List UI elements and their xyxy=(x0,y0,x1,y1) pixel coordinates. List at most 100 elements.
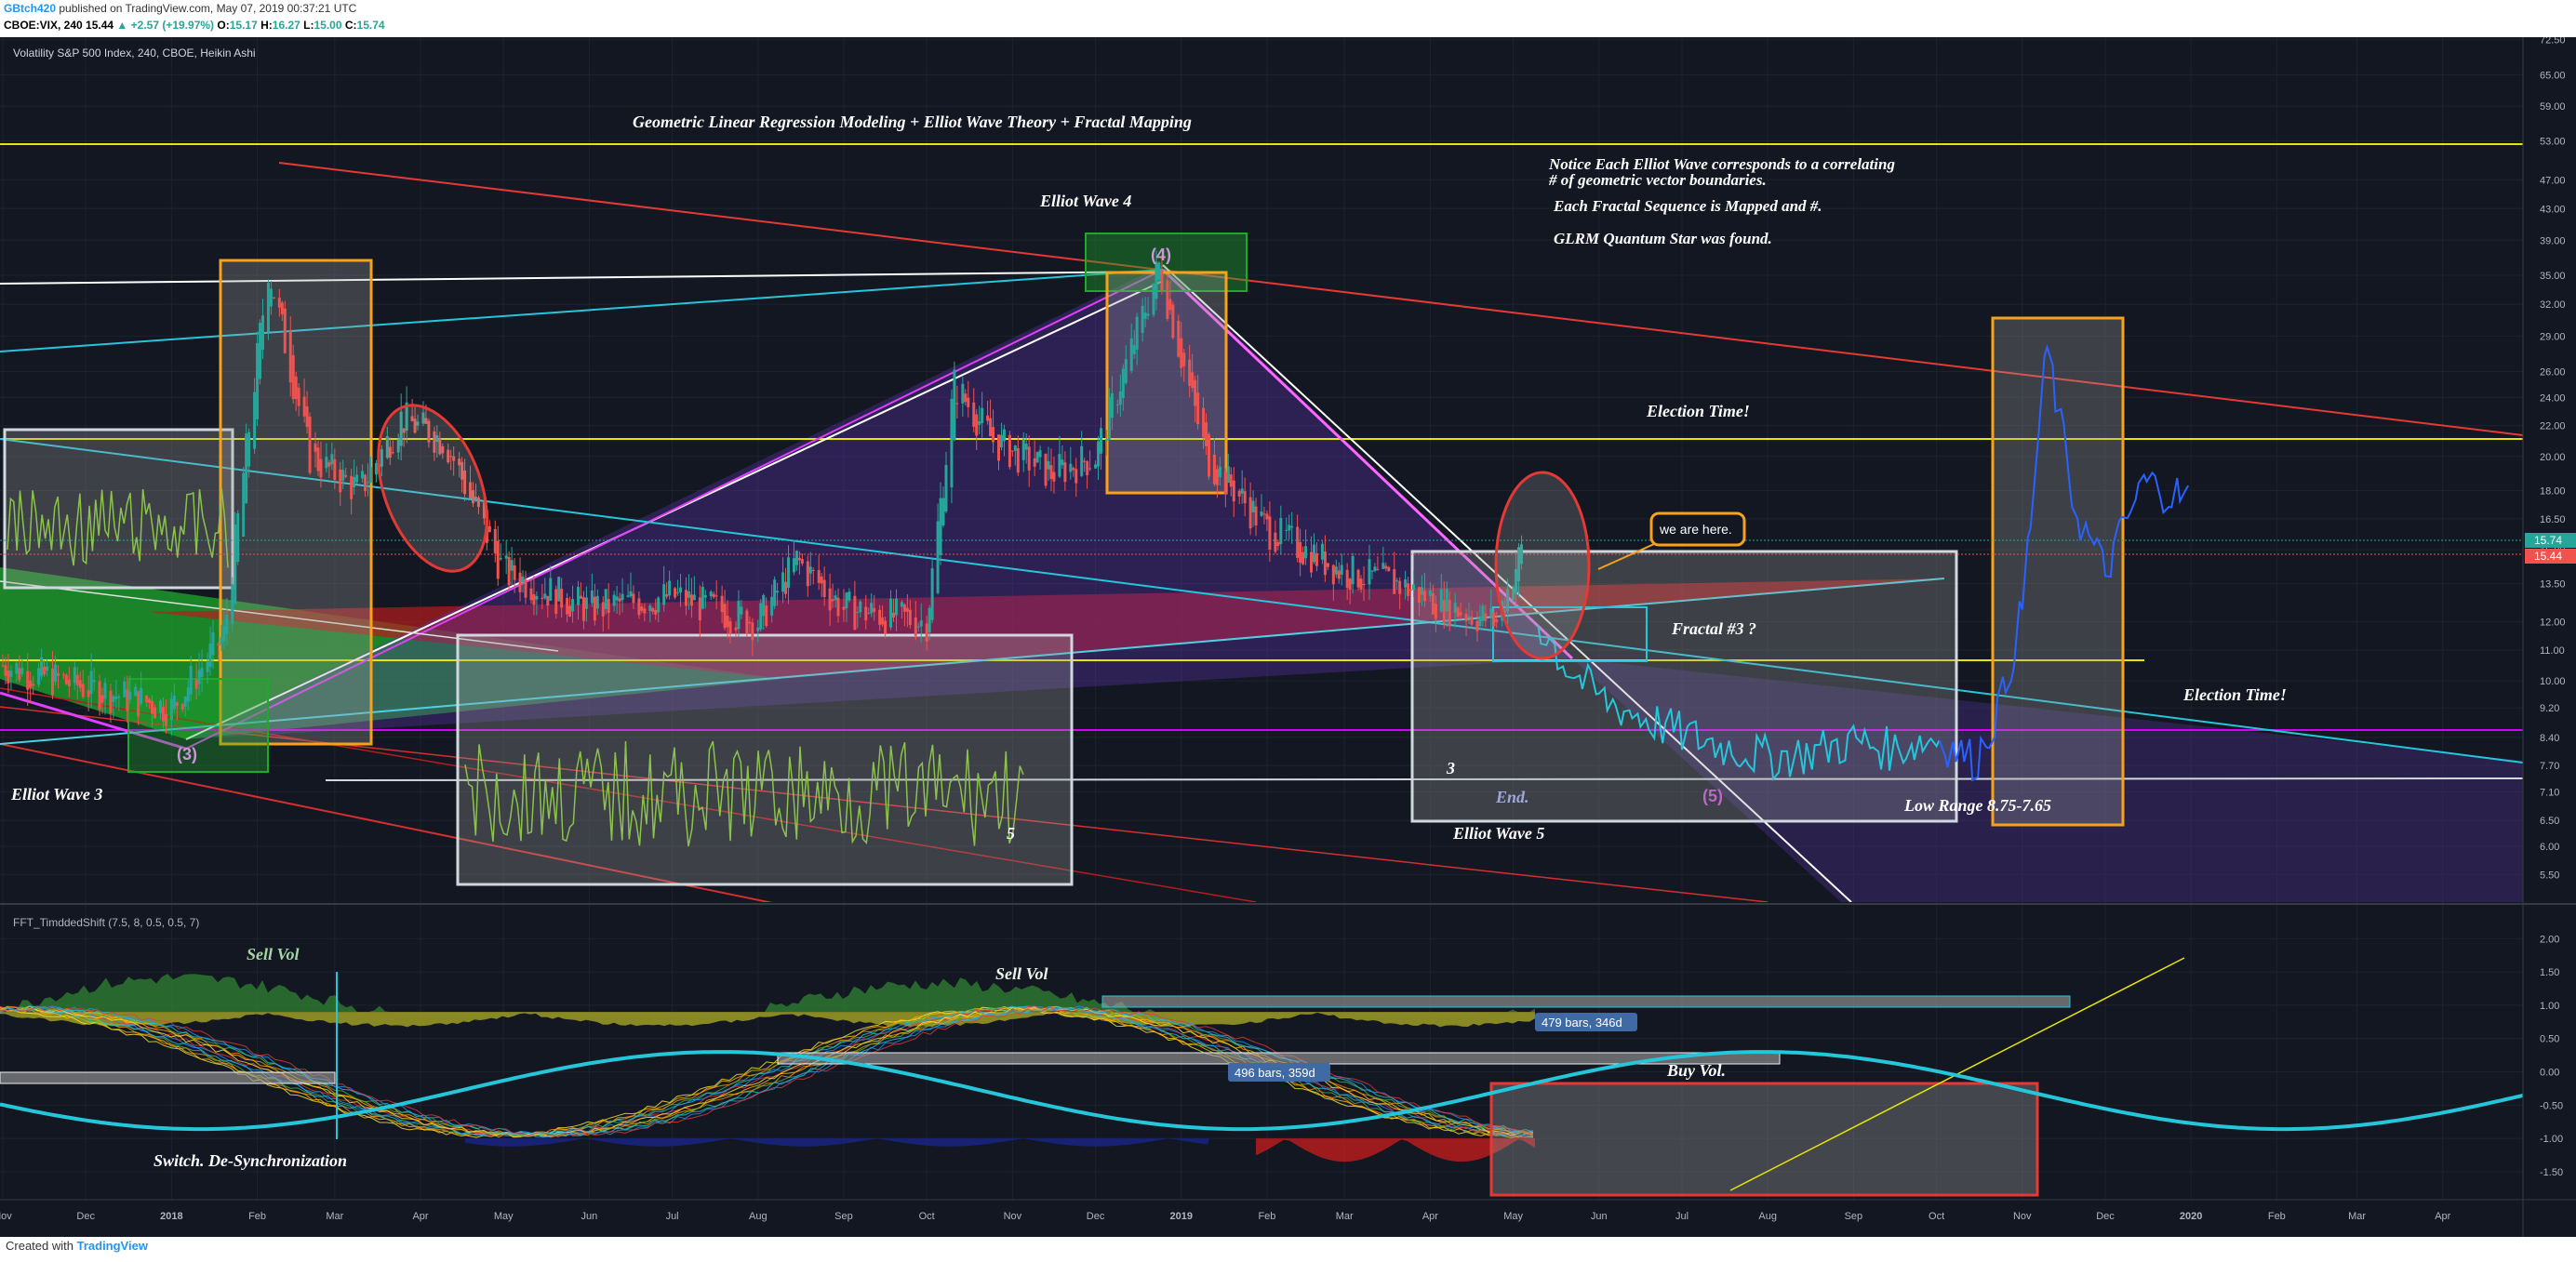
candle-body xyxy=(1262,513,1266,515)
candle-body xyxy=(1422,591,1426,602)
candle-body xyxy=(32,684,35,686)
candle-body xyxy=(762,595,766,617)
chart-canvas[interactable]: 72.50 65.00 59.00 53.00 47.00 43.00 39.00 35.00… xyxy=(0,37,2576,1237)
quote-line: CBOE:VIX, 240 15.44 ▲ +2.57 (+19.97%) O:… xyxy=(4,19,385,32)
candle-body xyxy=(325,457,328,469)
buy-vol-box xyxy=(1489,1082,2039,1197)
candle-body xyxy=(936,521,940,593)
price-tick: 12.00 xyxy=(2540,618,2566,629)
candle-body xyxy=(1188,359,1192,386)
blue-area xyxy=(465,1138,1209,1147)
tradingview-logo-link[interactable]: TradingView xyxy=(76,1239,148,1253)
candle-body xyxy=(1467,616,1471,618)
candle-body xyxy=(817,570,821,583)
candle-body xyxy=(186,687,190,702)
author-link[interactable]: GBtch420 xyxy=(4,2,57,15)
publish-info: GBtch420 published on TradingView.com, M… xyxy=(4,2,356,15)
candle-body xyxy=(549,578,553,601)
candle-body xyxy=(288,329,292,383)
candle-body xyxy=(75,674,79,685)
candle-body xyxy=(1285,529,1288,531)
candle-body xyxy=(842,606,846,610)
candle-body xyxy=(234,525,237,604)
candle-body xyxy=(114,696,118,699)
candle-body xyxy=(158,700,162,713)
candle-body xyxy=(1160,271,1164,290)
candle-body xyxy=(350,475,354,499)
candle-body xyxy=(416,421,420,426)
time-axis[interactable]: Nov Dec 2018 Feb Mar Apr May Jun Jul Aug Sep Oct Nov… xyxy=(0,1211,2451,1222)
candle-body xyxy=(1409,590,1413,591)
label-5: 5 xyxy=(1007,824,1015,843)
price-axis[interactable]: 72.50 65.00 59.00 53.00 47.00 43.00 39.00 35.00… xyxy=(2540,37,2566,881)
price-tick: 65.00 xyxy=(2540,70,2566,81)
candle-body xyxy=(308,416,312,473)
candle-body xyxy=(1135,316,1139,350)
candle-body xyxy=(1237,490,1241,497)
candle-body xyxy=(1478,616,1482,626)
candle-body xyxy=(626,595,630,597)
white-top-line xyxy=(0,271,1164,285)
candle-body xyxy=(698,597,701,621)
candle-body xyxy=(1202,407,1206,438)
candle-body xyxy=(571,599,575,612)
candle-body xyxy=(579,595,582,599)
candle-body xyxy=(1453,602,1457,613)
candle-body xyxy=(1182,352,1186,366)
candle-body xyxy=(61,674,65,676)
candle-body xyxy=(368,467,372,483)
candle-body xyxy=(1412,584,1416,591)
candle-body xyxy=(1129,338,1133,371)
candle-body xyxy=(978,421,981,425)
candle-body xyxy=(621,593,624,601)
candle-body xyxy=(925,623,928,642)
annotations: Geometric Linear Regression Modeling + E… xyxy=(10,113,2287,843)
candle-body xyxy=(1304,546,1308,559)
candle-body xyxy=(1086,461,1089,476)
price-tick: 24.00 xyxy=(2540,392,2566,404)
candle-body xyxy=(856,612,860,614)
osc-tick: -0.50 xyxy=(2540,1100,2563,1111)
candle-body xyxy=(316,447,320,472)
candle-body xyxy=(1376,568,1380,570)
footer-prefix: Created with xyxy=(6,1239,73,1253)
candle-body xyxy=(46,666,49,671)
candle-body xyxy=(458,458,461,466)
candle-body xyxy=(1288,525,1291,531)
time-tick: Sep xyxy=(1845,1211,1863,1222)
candle-body xyxy=(435,434,439,443)
candle-body xyxy=(701,587,704,609)
candle-body xyxy=(930,568,934,620)
candle-body xyxy=(507,556,511,586)
candle-body xyxy=(1254,506,1258,526)
price-tick: 32.00 xyxy=(2540,299,2566,311)
candle-body xyxy=(905,607,909,612)
projection-line-blue xyxy=(1938,343,2190,782)
time-tick: 2018 xyxy=(160,1211,182,1222)
candle-body xyxy=(1296,526,1300,558)
time-tick: Dec xyxy=(1087,1211,1105,1222)
footer: Created with TradingView xyxy=(6,1239,148,1253)
time-tick: Apr xyxy=(412,1211,428,1222)
candle-body xyxy=(1368,559,1371,585)
open-value: 15.17 xyxy=(229,19,258,32)
badge-1574-bg xyxy=(2525,533,2576,548)
candle-body xyxy=(629,591,633,597)
time-tick: Aug xyxy=(1758,1211,1777,1222)
price-tick: 47.00 xyxy=(2540,175,2566,186)
candle-body xyxy=(828,588,832,611)
candle-body xyxy=(1434,604,1437,619)
oscillator-axis[interactable]: 2.00 1.50 1.00 0.50 0.00 -0.50 -1.00 -1.50 xyxy=(2540,934,2563,1178)
candle-body xyxy=(37,668,41,685)
candle-body xyxy=(1021,439,1025,460)
osc-tick: 1.50 xyxy=(2540,967,2559,978)
candle-body xyxy=(1260,511,1263,516)
candle-body xyxy=(151,700,154,714)
candle-body xyxy=(231,584,234,624)
candle-body xyxy=(541,597,544,599)
candle-body xyxy=(399,411,403,446)
candle-body xyxy=(953,369,956,441)
candle-body xyxy=(566,598,569,615)
candle-body xyxy=(26,671,30,690)
candle-body xyxy=(618,598,621,602)
